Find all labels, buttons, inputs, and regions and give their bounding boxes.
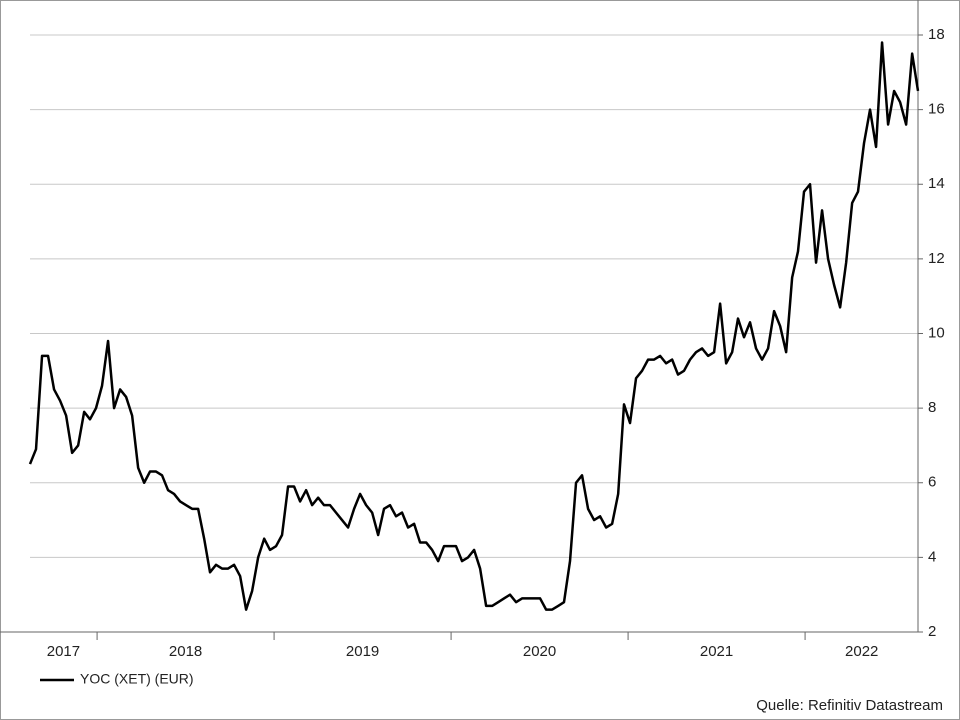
price-line bbox=[28, 41, 920, 611]
x-tick-label: 2021 bbox=[700, 643, 733, 660]
y-tick-label: 14 bbox=[928, 175, 945, 192]
x-tick-label: 2020 bbox=[523, 643, 556, 660]
x-tick-label: 2017 bbox=[47, 643, 80, 660]
source-note: Quelle: Refinitiv Datastream bbox=[756, 697, 943, 714]
x-tick-label: 2019 bbox=[346, 643, 379, 660]
x-tick-label: 2018 bbox=[169, 643, 202, 660]
y-tick-label: 16 bbox=[928, 101, 945, 118]
x-tick-label: 2022 bbox=[845, 643, 878, 660]
y-tick-label: 4 bbox=[928, 548, 936, 565]
y-tick-label: 10 bbox=[928, 324, 945, 341]
y-tick-label: 12 bbox=[928, 250, 945, 267]
legend-label: YOC (XET) (EUR) bbox=[80, 671, 194, 687]
y-tick-label: 18 bbox=[928, 26, 945, 43]
y-tick-label: 2 bbox=[928, 623, 936, 640]
y-tick-label: 8 bbox=[928, 399, 936, 416]
y-tick-label: 6 bbox=[928, 474, 936, 491]
